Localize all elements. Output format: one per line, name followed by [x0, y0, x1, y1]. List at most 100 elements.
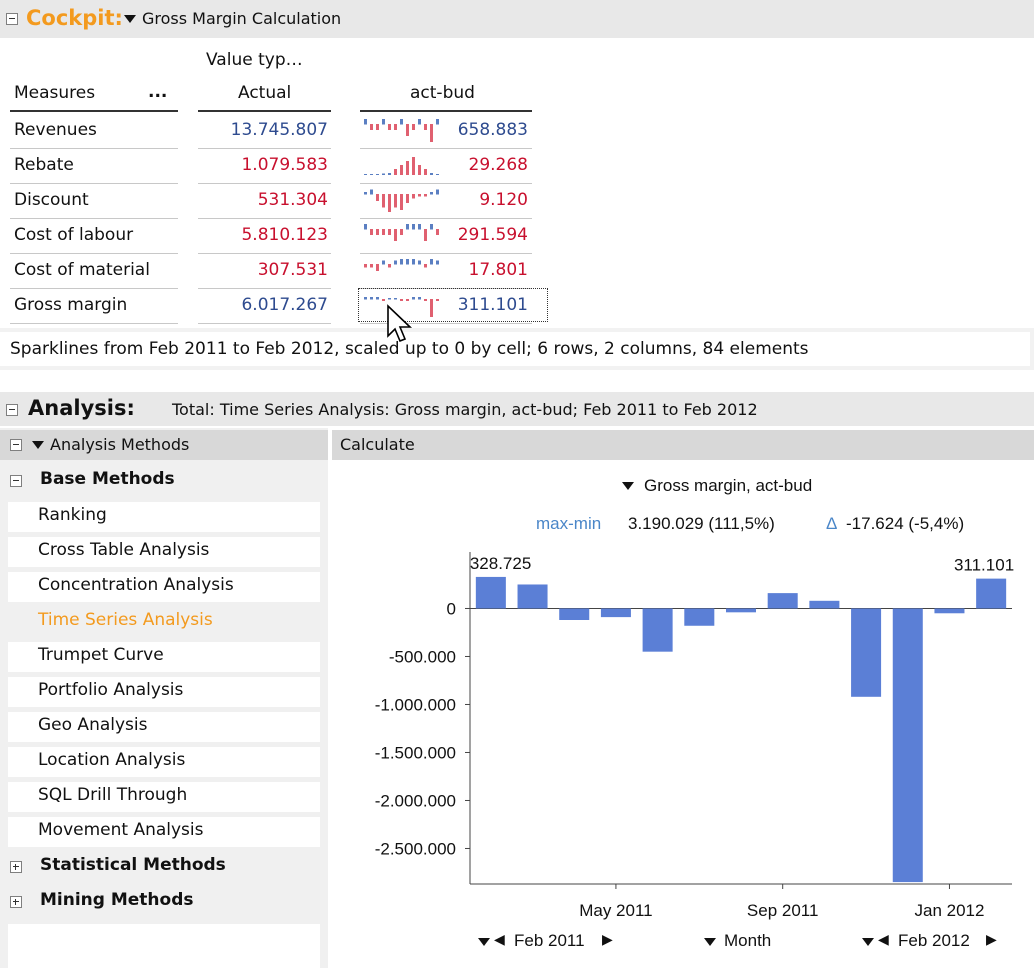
- sparkline-bar: [424, 169, 427, 175]
- table-row[interactable]: Revenues 13.745.807 658.883: [0, 114, 560, 149]
- base-methods-toggle[interactable]: [10, 475, 22, 487]
- table-row[interactable]: Cost of labour 5.810.123 291.594: [0, 219, 560, 254]
- maxmin-value: 3.190.029 (111,5%): [628, 514, 775, 533]
- cockpit-label: Cockpit:: [26, 6, 123, 30]
- chart-bar: [767, 593, 798, 609]
- actbud-value[interactable]: 9.120: [479, 190, 528, 210]
- measures-header[interactable]: Measures: [14, 83, 96, 103]
- mining-methods-group[interactable]: Mining Methods: [0, 887, 328, 917]
- measure-name[interactable]: Discount: [14, 190, 89, 210]
- value-type-header[interactable]: Value typ…: [206, 50, 303, 70]
- measures-more-button[interactable]: ...: [148, 82, 168, 102]
- sparkline-bar: [418, 224, 421, 230]
- sparkline-bar: [388, 173, 391, 175]
- sparkline-bar: [388, 194, 391, 212]
- analysis-collapse-toggle[interactable]: [6, 404, 18, 416]
- method-label: Concentration Analysis: [38, 575, 234, 595]
- chart-bar: [934, 608, 965, 614]
- x-tick-label: Sep 2011: [747, 901, 819, 920]
- start-period-dropdown-icon[interactable]: [478, 938, 490, 946]
- sparkline-bar: [424, 264, 427, 268]
- actual-value[interactable]: 6.017.267: [241, 295, 328, 315]
- chart-title-dropdown-icon[interactable]: [622, 482, 634, 490]
- method-item[interactable]: Movement Analysis: [8, 817, 320, 847]
- actbud-value[interactable]: 17.801: [468, 260, 528, 280]
- method-item[interactable]: Geo Analysis: [8, 712, 320, 742]
- statistical-methods-toggle[interactable]: [10, 861, 22, 873]
- method-item[interactable]: Portfolio Analysis: [8, 677, 320, 707]
- method-item[interactable]: Cross Table Analysis: [8, 537, 320, 567]
- method-item[interactable]: Concentration Analysis: [8, 572, 320, 602]
- sparkline-bar: [406, 124, 409, 136]
- cockpit-collapse-toggle[interactable]: [6, 13, 18, 25]
- sparkline-bar: [370, 264, 373, 268]
- actual-value[interactable]: 13.745.807: [230, 120, 328, 140]
- table-row[interactable]: Cost of material 307.531 17.801: [0, 254, 560, 289]
- y-tick-label: -2.000.000: [375, 791, 456, 810]
- chart-bar: [642, 608, 673, 652]
- end-period-next-icon[interactable]: ▶: [986, 932, 997, 948]
- method-label: Portfolio Analysis: [38, 680, 184, 700]
- table-row[interactable]: Rebate 1.079.583 29.268: [0, 149, 560, 184]
- method-item[interactable]: SQL Drill Through: [8, 782, 320, 812]
- actbud-value[interactable]: 29.268: [468, 155, 528, 175]
- delta-value: -17.624 (-5,4%): [846, 514, 965, 533]
- base-methods-group[interactable]: Base Methods: [0, 466, 328, 496]
- statistical-methods-group[interactable]: Statistical Methods: [0, 852, 328, 882]
- actual-value[interactable]: 1.079.583: [241, 155, 328, 175]
- methods-collapse-toggle[interactable]: [10, 439, 22, 451]
- method-label: Cross Table Analysis: [38, 540, 210, 560]
- analysis-title: Total: Time Series Analysis: Gross margi…: [172, 400, 758, 419]
- actbud-value[interactable]: 311.101: [457, 295, 528, 315]
- sparkline-bar: [400, 259, 403, 265]
- granularity-value[interactable]: Month: [724, 931, 772, 950]
- sparkline-bar: [370, 297, 373, 300]
- end-period-dropdown-icon[interactable]: [862, 938, 874, 946]
- sparkline-bar: [412, 259, 415, 265]
- row-separator: [360, 323, 532, 324]
- granularity-dropdown-icon[interactable]: [704, 938, 716, 946]
- start-period-value[interactable]: Feb 2011: [514, 931, 585, 950]
- measure-name[interactable]: Cost of labour: [14, 225, 134, 245]
- method-item[interactable]: Trumpet Curve: [8, 642, 320, 672]
- chart-area: Gross margin, act-bud max-min 3.190.029 …: [332, 462, 1034, 968]
- measure-name[interactable]: Revenues: [14, 120, 97, 140]
- row-separator: [198, 323, 331, 324]
- method-item[interactable]: Ranking: [8, 502, 320, 532]
- row-separator: [360, 183, 532, 184]
- measure-name[interactable]: Cost of material: [14, 260, 150, 280]
- method-label: Trumpet Curve: [38, 645, 164, 665]
- measure-name[interactable]: Rebate: [14, 155, 74, 175]
- sparkline-bar: [436, 189, 439, 195]
- sparkline-bar: [370, 189, 373, 195]
- sparkline-bar: [382, 173, 385, 175]
- methods-dropdown-icon[interactable]: [32, 441, 44, 449]
- actual-value[interactable]: 5.810.123: [241, 225, 328, 245]
- methods-empty-area: [8, 924, 320, 968]
- measure-name[interactable]: Gross margin: [14, 295, 128, 315]
- start-period-prev-icon[interactable]: ◀: [494, 932, 505, 948]
- chart-bar: [684, 608, 715, 626]
- actbud-value[interactable]: 658.883: [457, 120, 528, 140]
- end-period-value[interactable]: Feb 2012: [898, 931, 970, 950]
- actbud-column-header[interactable]: act-bud: [410, 83, 475, 103]
- cockpit-dropdown-icon[interactable]: [124, 15, 136, 23]
- calculate-bar[interactable]: Calculate: [332, 430, 1034, 460]
- actual-value[interactable]: 531.304: [257, 190, 328, 210]
- table-row[interactable]: Gross margin 6.017.267 311.101: [0, 289, 560, 324]
- row-separator: [10, 288, 178, 289]
- actual-column-header[interactable]: Actual: [238, 83, 292, 103]
- actual-value[interactable]: 307.531: [257, 260, 328, 280]
- sparkline-bar: [394, 124, 397, 130]
- sparkline-bar: [418, 297, 421, 300]
- mining-methods-toggle[interactable]: [10, 896, 22, 908]
- sparkline-bar: [400, 194, 403, 210]
- method-item[interactable]: Time Series Analysis: [8, 607, 320, 637]
- end-period-prev-icon[interactable]: ◀: [878, 932, 889, 948]
- table-row[interactable]: Discount 531.304 9.120: [0, 184, 560, 219]
- sparkline-bar: [364, 264, 367, 268]
- sparkline-bar: [364, 119, 367, 125]
- actbud-value[interactable]: 291.594: [457, 225, 528, 245]
- start-period-next-icon[interactable]: ▶: [602, 932, 613, 948]
- method-item[interactable]: Location Analysis: [8, 747, 320, 777]
